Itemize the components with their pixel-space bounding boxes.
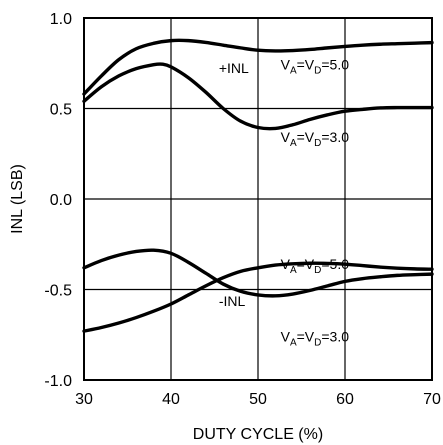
annotations: +INL -INL VA=VD=5.0 VA=VD=3.0 VA=VD=5.0 VA=VD…	[219, 56, 349, 348]
series-lines	[82, 38, 434, 333]
x-tick-label: 40	[162, 391, 180, 408]
x-tick-label: 60	[336, 391, 354, 408]
plot-frame	[83, 17, 433, 381]
y-tick-label: 1.0	[50, 11, 72, 28]
grid-lines	[84, 18, 432, 380]
y-axis-label: INL (LSB)	[9, 164, 26, 234]
y-tick-label: 0.0	[50, 192, 72, 209]
x-tick-label: 30	[75, 391, 93, 408]
voltage-label: VA=VD=5.0	[281, 56, 350, 76]
y-tick-label: -0.5	[44, 283, 72, 300]
annotation-label: -INL	[219, 293, 246, 309]
series-line-2	[82, 62, 434, 131]
x-tick-labels: 30 40 50 60 70	[75, 391, 441, 408]
series-line-4	[82, 261, 434, 333]
y-tick-label: 0.5	[50, 102, 72, 119]
y-tick-labels: 1.0 0.5 0.0 -0.5 -1.0	[44, 11, 72, 390]
x-axis-label: DUTY CYCLE (%)	[193, 426, 323, 443]
series-line-1	[82, 38, 434, 96]
x-tick-label: 50	[249, 391, 267, 408]
voltage-label: VA=VD=3.0	[281, 328, 350, 348]
y-tick-label: -1.0	[44, 373, 72, 390]
series-line-3	[82, 248, 434, 298]
annotation-label: +INL	[219, 60, 249, 76]
voltage-label: VA=VD=5.0	[281, 256, 350, 276]
x-tick-label: 70	[423, 391, 441, 408]
voltage-label: VA=VD=3.0	[281, 129, 350, 149]
